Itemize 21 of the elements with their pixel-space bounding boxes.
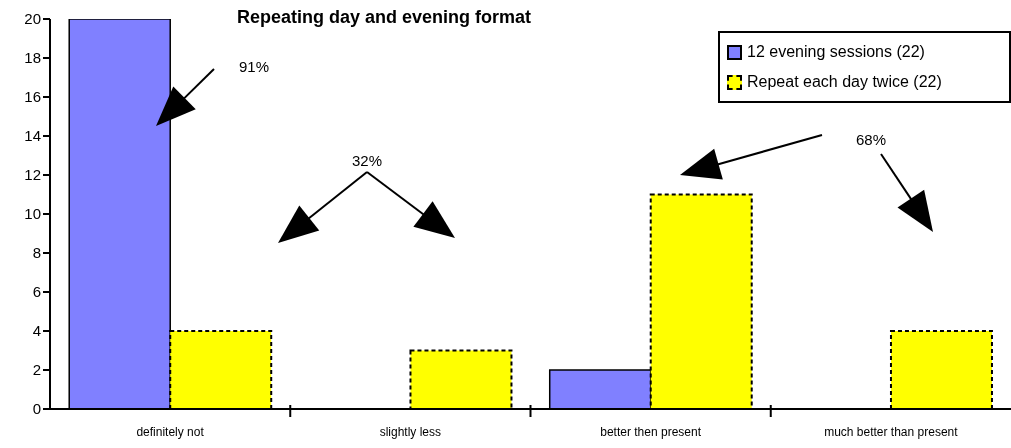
y-tick-label: 14: [24, 127, 41, 145]
x-tick-label: much better than present: [824, 424, 959, 439]
annotation: 68%: [855, 131, 887, 148]
y-tick-label: 18: [24, 49, 41, 67]
y-tick-label: 8: [32, 244, 41, 262]
x-tick-label: slightly less: [379, 424, 442, 439]
y-tick-label: 6: [32, 283, 41, 301]
annotation: 91%: [238, 58, 270, 75]
y-tick-label: 0: [32, 400, 41, 418]
y-tick-label: 10: [24, 205, 41, 223]
y-tick-label: 4: [32, 322, 41, 340]
y-tick-label: 20: [24, 10, 41, 28]
annotation: 32%: [351, 152, 383, 169]
x-tick-label: definitely not: [136, 424, 205, 439]
y-tick-label: 12: [24, 166, 41, 184]
x-tick-label: better then present: [600, 424, 702, 439]
legend-label: Repeat each day twice (22): [747, 72, 942, 92]
y-tick-label: 16: [24, 88, 41, 106]
legend-label: 12 evening sessions (22): [747, 42, 925, 62]
chart-title: Repeating day and evening format: [235, 7, 533, 28]
y-tick-label: 2: [32, 361, 41, 379]
